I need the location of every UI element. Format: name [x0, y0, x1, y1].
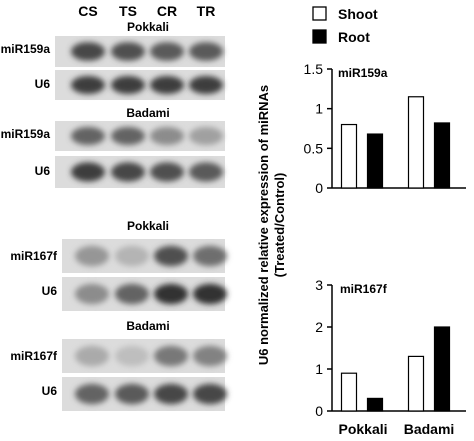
lane-label: TS — [119, 3, 137, 19]
bar-chart-panel: 0 1 2 3 — [315, 277, 466, 419]
chart-panel-title: miR167f — [340, 282, 388, 296]
chart-panel-title: miR159a — [338, 66, 388, 80]
blot-band — [193, 283, 227, 305]
blot-band — [154, 345, 188, 367]
blot-section-title: Badami — [126, 106, 169, 120]
blot-band — [150, 127, 184, 145]
blot-band — [71, 76, 105, 94]
blot-band — [75, 245, 109, 267]
blot-band — [75, 345, 109, 367]
blot-row-label: U6 — [42, 384, 58, 398]
blot-band — [71, 162, 105, 182]
y-axis-label-line2: (Treated/Control) — [272, 173, 287, 278]
blot-row — [62, 377, 227, 411]
bar-shoot — [340, 123, 358, 189]
lane-labels: CS TS CR TR — [78, 3, 215, 19]
y-tick-label: 0 — [315, 180, 323, 196]
lane-label: CR — [157, 3, 177, 19]
legend: Shoot Root — [312, 6, 378, 45]
bar-root — [433, 326, 451, 412]
y-axis-label-line1: U6 normalized relative expression of miR… — [256, 85, 271, 365]
blot-band — [111, 42, 145, 61]
blot-band — [111, 76, 145, 94]
blot-band — [75, 383, 109, 405]
blot-band — [111, 127, 145, 145]
blot-section-title: Badami — [126, 319, 169, 333]
blot-band — [189, 42, 223, 61]
blot-images — [55, 36, 227, 411]
legend-swatch-root — [312, 29, 327, 44]
bar-root — [433, 122, 451, 189]
blot-row-label: U6 — [35, 77, 51, 91]
blot-band — [75, 283, 109, 305]
blot-row-label: U6 — [35, 164, 51, 178]
lane-label: CS — [78, 3, 97, 19]
bar-chart-panel: 0 0.5 1 1.5 — [304, 61, 466, 196]
blot-band — [193, 345, 227, 367]
y-tick-label: 0.5 — [304, 140, 324, 156]
blot-band — [189, 76, 223, 94]
blot-band — [150, 162, 184, 182]
blot-row — [62, 277, 227, 311]
bar-shoot — [407, 355, 425, 412]
y-tick-label: 1.5 — [304, 61, 324, 77]
x-category-label: Badami — [404, 421, 455, 437]
x-category-label: Pokkali — [338, 421, 387, 437]
blot-row-label: U6 — [42, 284, 58, 298]
y-axis-label: U6 normalized relative expression of miR… — [256, 85, 287, 365]
blot-row — [55, 121, 225, 151]
blot-row-label: miR167f — [10, 249, 58, 263]
blot-band — [115, 245, 149, 267]
y-tick-label: 3 — [315, 277, 323, 293]
blot-band — [115, 383, 149, 405]
blot-section-title: Pokkali — [127, 219, 169, 233]
bar-root — [366, 397, 384, 412]
blot-band — [189, 162, 223, 182]
y-tick-label: 0 — [315, 403, 323, 419]
blot-band — [115, 283, 149, 305]
blot-row — [55, 36, 225, 67]
blot-band — [189, 127, 223, 145]
blot-row — [62, 339, 227, 373]
blot-row — [55, 156, 225, 188]
blot-row — [62, 239, 227, 273]
legend-swatch-shoot — [312, 6, 327, 21]
blot-band — [193, 245, 227, 267]
y-tick-label: 2 — [315, 319, 323, 335]
y-tick-label: 1 — [315, 361, 323, 377]
lane-label: TR — [197, 3, 216, 19]
blot-row-label: miR159a — [1, 42, 51, 56]
bar-shoot — [340, 372, 358, 412]
blot-band — [71, 127, 105, 145]
bar-shoot — [407, 96, 425, 189]
blot-band — [115, 345, 149, 367]
legend-label-shoot: Shoot — [338, 6, 378, 22]
blot-band — [111, 162, 145, 182]
blot-section-title: Pokkali — [127, 20, 169, 34]
blot-band — [193, 383, 227, 405]
blot-band — [150, 76, 184, 94]
blot-band — [154, 383, 188, 405]
blot-band — [71, 42, 105, 61]
blot-row-label: miR159a — [1, 127, 51, 141]
blot-band — [154, 245, 188, 267]
bar-charts: 0 0.5 1 1.5 0 1 2 3 — [304, 61, 466, 419]
blot-row — [55, 70, 225, 100]
y-tick-label: 1 — [315, 101, 323, 117]
bar-root — [366, 133, 384, 189]
blot-band — [154, 283, 188, 305]
blot-band — [150, 42, 184, 61]
legend-label-root: Root — [338, 29, 370, 45]
blot-row-label: miR167f — [10, 349, 58, 363]
